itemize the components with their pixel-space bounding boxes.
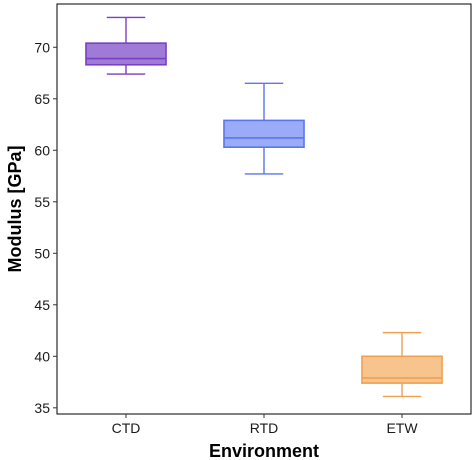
x-tick-label: ETW bbox=[386, 420, 418, 436]
box-etw bbox=[361, 331, 443, 398]
iqr-box bbox=[223, 119, 305, 148]
iqr-box bbox=[85, 42, 167, 66]
box-ctd bbox=[85, 16, 167, 75]
y-tick-label: 60 bbox=[34, 142, 50, 158]
x-axis: CTD RTD ETW bbox=[112, 414, 418, 436]
x-axis-title: Environment bbox=[209, 441, 319, 460]
box-series bbox=[85, 16, 443, 398]
y-tick-label: 50 bbox=[34, 245, 50, 261]
x-tick-label: CTD bbox=[112, 420, 141, 436]
y-tick-label: 45 bbox=[34, 297, 50, 313]
y-axis: 35 40 45 50 55 60 65 70 bbox=[34, 39, 57, 416]
x-tick-label: RTD bbox=[250, 420, 279, 436]
y-tick-label: 65 bbox=[34, 91, 50, 107]
y-tick-label: 35 bbox=[34, 400, 50, 416]
box-rtd bbox=[223, 82, 305, 175]
y-tick-label: 70 bbox=[34, 39, 50, 55]
iqr-box bbox=[361, 355, 443, 384]
y-tick-label: 40 bbox=[34, 348, 50, 364]
y-axis-title: Modulus [GPa] bbox=[5, 146, 25, 273]
y-tick-label: 55 bbox=[34, 194, 50, 210]
